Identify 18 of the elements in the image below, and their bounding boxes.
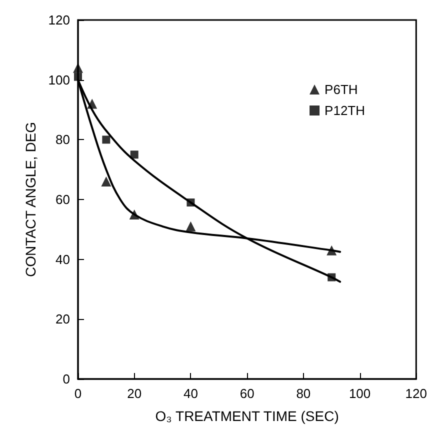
y-axis-title: CONTACT ANGLE, DEG (22, 122, 38, 278)
x-tick-label: 120 (405, 386, 428, 401)
x-tick-label: 80 (296, 386, 311, 401)
x-axis-title: O₃ TREATMENT TIME (SEC) (155, 408, 339, 424)
y-tick-label: 120 (48, 12, 70, 28)
x-tick-label: 40 (183, 386, 198, 401)
y-tick-label: 20 (56, 312, 70, 327)
x-tick-label: 60 (240, 386, 254, 401)
x-tick-label: 20 (127, 386, 142, 401)
y-tick-label: 0 (62, 372, 70, 386)
y-tick-label: 60 (56, 192, 70, 207)
y-tick-label: 100 (48, 72, 70, 88)
x-tick-label: 0 (74, 386, 82, 401)
y-tick-label: 40 (56, 252, 70, 267)
x-tick-label: 100 (348, 386, 371, 401)
legend-label: P12TH (324, 103, 366, 118)
legend-label: P6TH (324, 82, 358, 97)
y-tick-label: 80 (56, 132, 70, 148)
